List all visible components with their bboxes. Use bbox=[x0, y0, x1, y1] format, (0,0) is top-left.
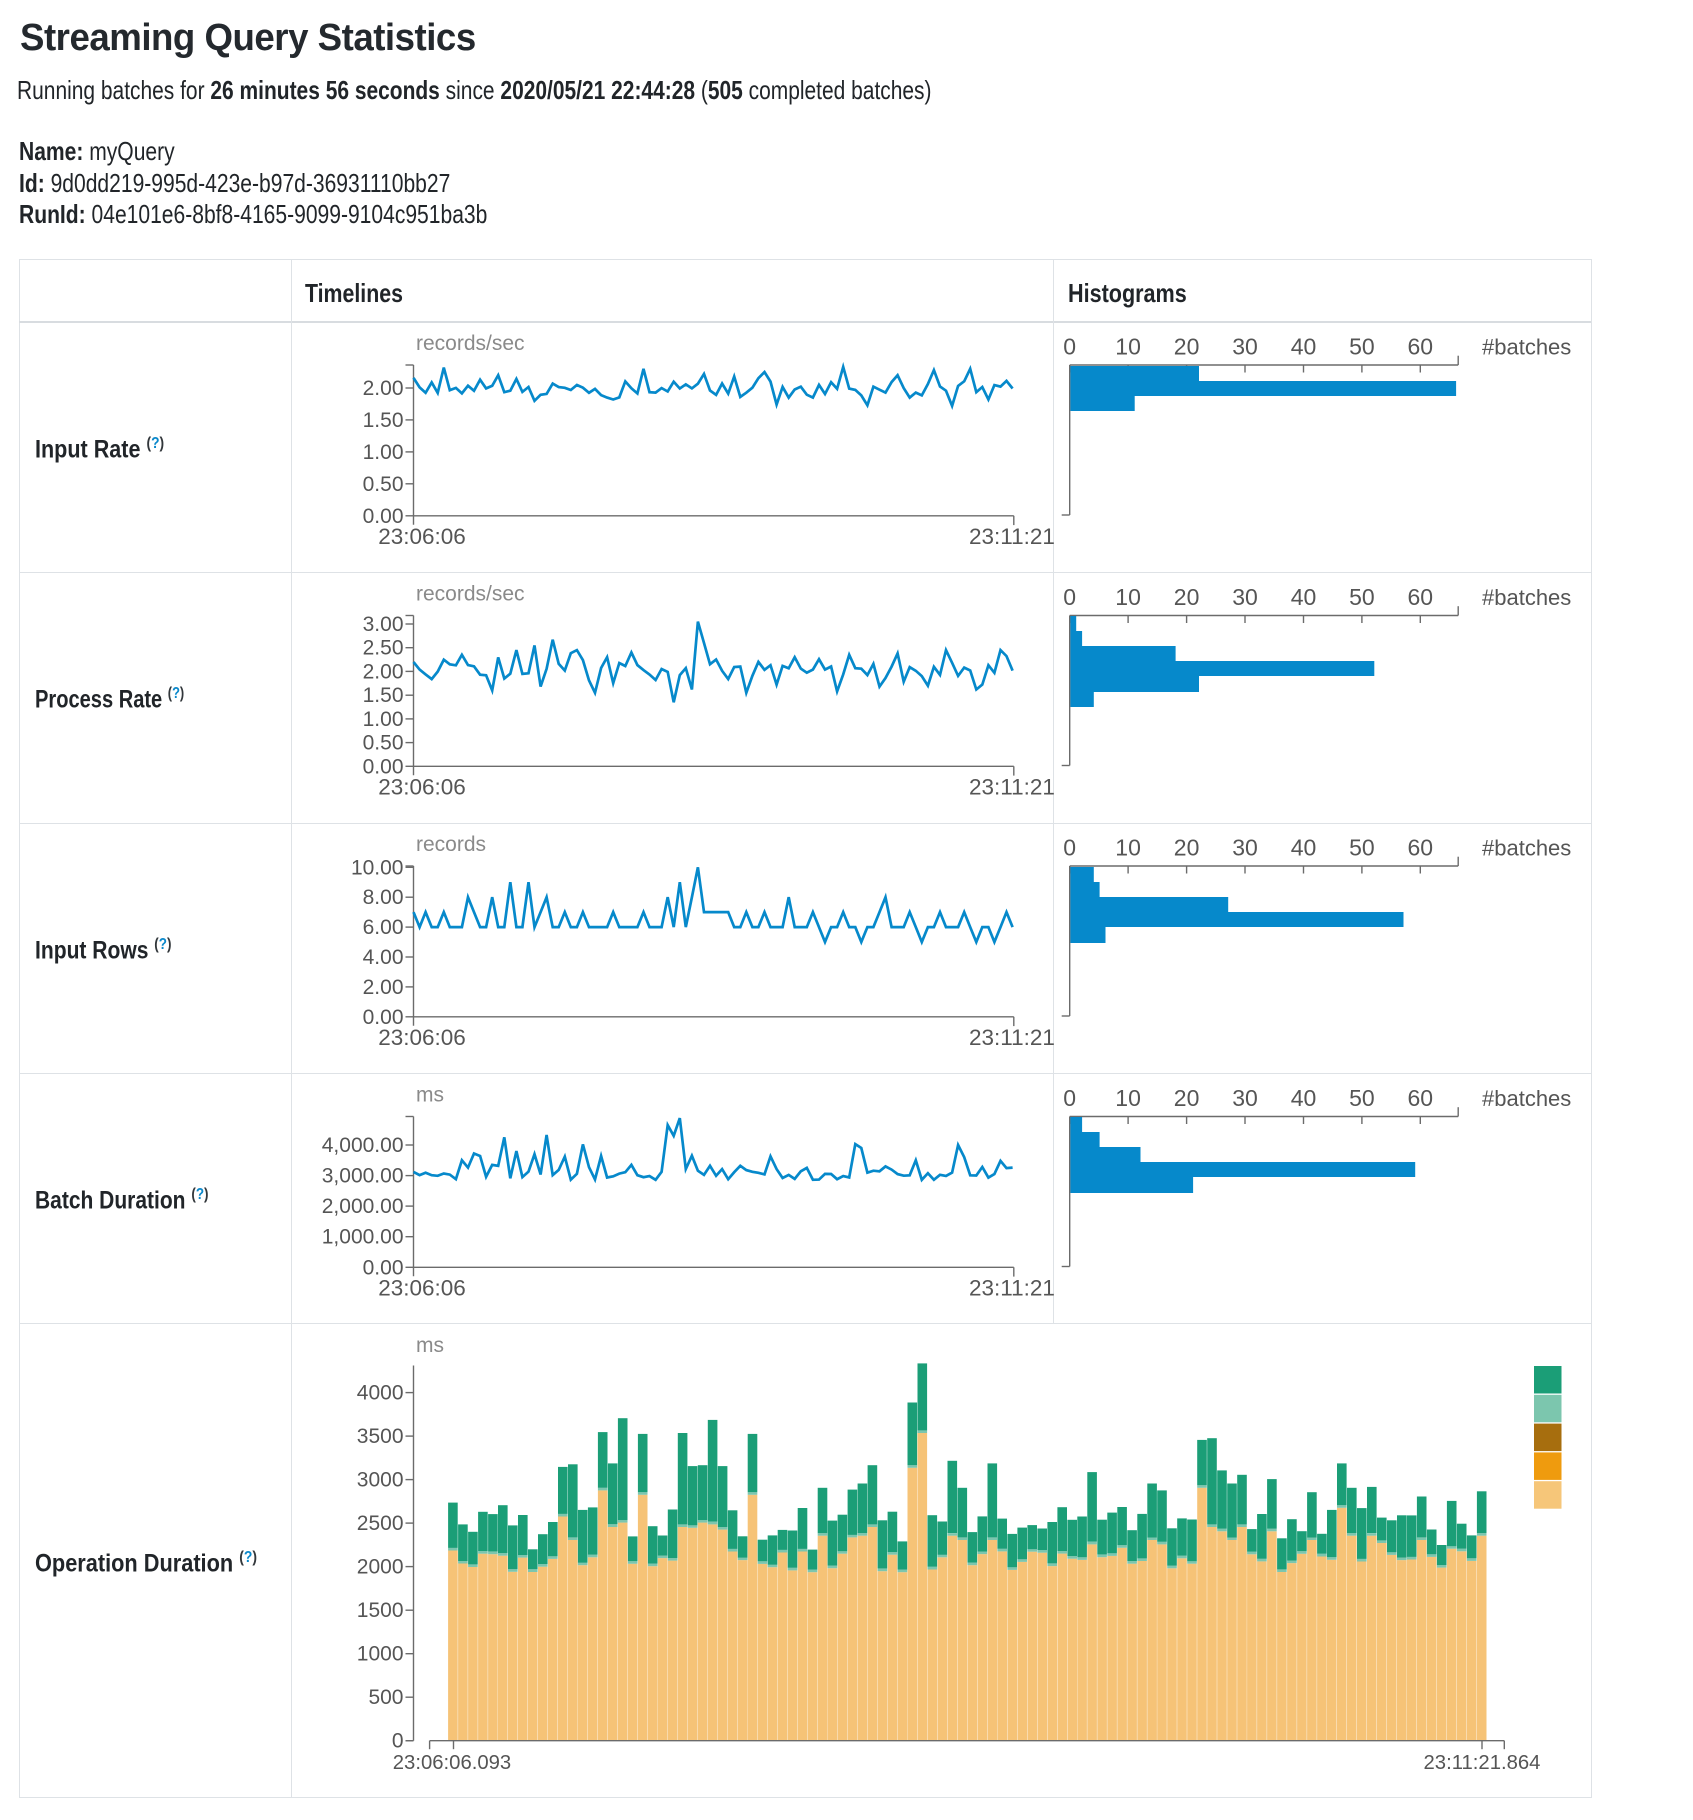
svg-text:0.50: 0.50 bbox=[363, 732, 404, 755]
svg-text:1.00: 1.00 bbox=[363, 708, 404, 731]
svg-text:30: 30 bbox=[1232, 584, 1258, 610]
svg-text:40: 40 bbox=[1291, 835, 1317, 861]
svg-text:0: 0 bbox=[1063, 334, 1076, 360]
svg-text:10.00: 10.00 bbox=[351, 856, 404, 879]
svg-text:#batches: #batches bbox=[1482, 585, 1571, 610]
svg-text:3500: 3500 bbox=[357, 1425, 404, 1448]
svg-text:2.50: 2.50 bbox=[363, 637, 404, 660]
svg-text:10: 10 bbox=[1115, 1085, 1141, 1111]
svg-text:20: 20 bbox=[1174, 835, 1200, 861]
svg-text:0.00: 0.00 bbox=[363, 755, 404, 778]
svg-text:2.00: 2.00 bbox=[363, 660, 404, 683]
svg-text:23:11:21: 23:11:21 bbox=[969, 1025, 1055, 1050]
svg-text:2500: 2500 bbox=[357, 1512, 404, 1535]
svg-text:0: 0 bbox=[1063, 584, 1076, 610]
svg-text:6.00: 6.00 bbox=[363, 916, 404, 939]
svg-text:3000: 3000 bbox=[357, 1469, 404, 1492]
svg-text:records/sec: records/sec bbox=[416, 332, 525, 355]
svg-text:8.00: 8.00 bbox=[363, 886, 404, 909]
svg-text:10: 10 bbox=[1115, 835, 1141, 861]
svg-text:1.50: 1.50 bbox=[363, 684, 404, 707]
svg-text:23:06:06: 23:06:06 bbox=[378, 524, 466, 549]
svg-text:23:06:06: 23:06:06 bbox=[378, 775, 466, 800]
svg-text:60: 60 bbox=[1408, 1085, 1434, 1111]
svg-text:23:11:21: 23:11:21 bbox=[969, 775, 1055, 800]
svg-text:#batches: #batches bbox=[1482, 1086, 1571, 1111]
svg-text:40: 40 bbox=[1291, 584, 1317, 610]
svg-text:50: 50 bbox=[1349, 835, 1375, 861]
svg-text:1.00: 1.00 bbox=[363, 441, 404, 464]
svg-text:4000: 4000 bbox=[357, 1382, 404, 1405]
svg-text:3,000.00: 3,000.00 bbox=[322, 1165, 404, 1188]
svg-text:10: 10 bbox=[1115, 334, 1141, 360]
svg-text:30: 30 bbox=[1232, 835, 1258, 861]
svg-text:20: 20 bbox=[1174, 334, 1200, 360]
svg-text:23:06:06: 23:06:06 bbox=[378, 1276, 466, 1301]
svg-text:60: 60 bbox=[1408, 584, 1434, 610]
svg-text:0.50: 0.50 bbox=[363, 473, 404, 496]
svg-text:60: 60 bbox=[1408, 334, 1434, 360]
svg-text:4,000.00: 4,000.00 bbox=[322, 1134, 404, 1157]
svg-text:#batches: #batches bbox=[1482, 836, 1571, 861]
svg-text:0: 0 bbox=[392, 1730, 404, 1753]
svg-text:23:11:21: 23:11:21 bbox=[969, 1276, 1055, 1301]
svg-text:40: 40 bbox=[1291, 334, 1317, 360]
svg-text:30: 30 bbox=[1232, 1085, 1258, 1111]
svg-text:0.00: 0.00 bbox=[363, 505, 404, 528]
svg-text:1500: 1500 bbox=[357, 1599, 404, 1622]
svg-text:50: 50 bbox=[1349, 1085, 1375, 1111]
svg-text:0.00: 0.00 bbox=[363, 1006, 404, 1029]
svg-text:records: records bbox=[416, 833, 486, 856]
svg-text:0: 0 bbox=[1063, 835, 1076, 861]
svg-text:records/sec: records/sec bbox=[416, 583, 525, 606]
svg-text:2.00: 2.00 bbox=[363, 377, 404, 400]
svg-text:23:06:06.093: 23:06:06.093 bbox=[393, 1752, 511, 1774]
svg-text:0.00: 0.00 bbox=[363, 1256, 404, 1279]
svg-text:2000: 2000 bbox=[357, 1556, 404, 1579]
svg-text:23:11:21: 23:11:21 bbox=[969, 524, 1055, 549]
svg-text:2.00: 2.00 bbox=[363, 976, 404, 999]
svg-text:1.50: 1.50 bbox=[363, 409, 404, 432]
svg-text:30: 30 bbox=[1232, 334, 1258, 360]
svg-text:500: 500 bbox=[368, 1686, 403, 1709]
svg-text:4.00: 4.00 bbox=[363, 946, 404, 969]
svg-text:3.00: 3.00 bbox=[363, 613, 404, 636]
svg-text:1000: 1000 bbox=[357, 1643, 404, 1666]
svg-text:1,000.00: 1,000.00 bbox=[322, 1226, 404, 1249]
svg-text:20: 20 bbox=[1174, 1085, 1200, 1111]
svg-text:2,000.00: 2,000.00 bbox=[322, 1195, 404, 1218]
svg-text:50: 50 bbox=[1349, 334, 1375, 360]
svg-text:40: 40 bbox=[1291, 1085, 1317, 1111]
svg-text:20: 20 bbox=[1174, 584, 1200, 610]
svg-text:23:06:06: 23:06:06 bbox=[378, 1025, 466, 1050]
svg-text:ms: ms bbox=[416, 1084, 444, 1107]
svg-text:50: 50 bbox=[1349, 584, 1375, 610]
svg-text:10: 10 bbox=[1115, 584, 1141, 610]
svg-text:#batches: #batches bbox=[1482, 335, 1571, 360]
svg-text:ms: ms bbox=[416, 1334, 444, 1357]
svg-text:60: 60 bbox=[1408, 835, 1434, 861]
svg-text:23:11:21.864: 23:11:21.864 bbox=[1424, 1752, 1541, 1774]
svg-text:0: 0 bbox=[1063, 1085, 1076, 1111]
